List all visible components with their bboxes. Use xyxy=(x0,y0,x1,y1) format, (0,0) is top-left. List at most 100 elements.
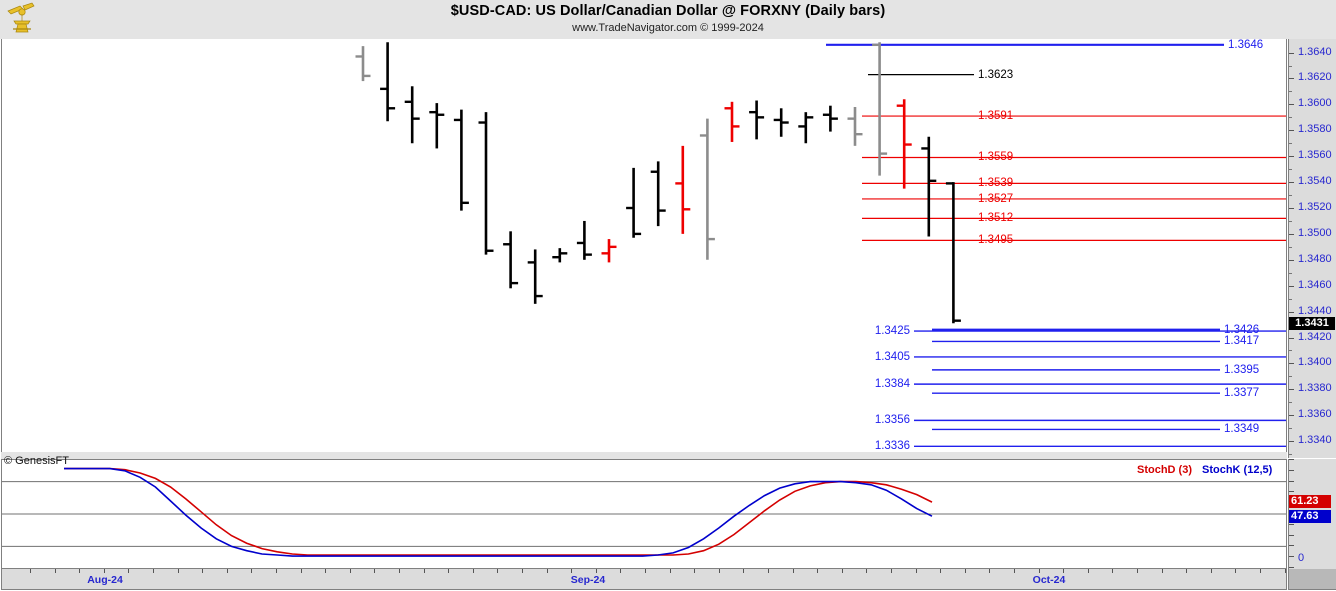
date-axis-tick xyxy=(596,569,597,573)
indicator-value-badge: 61.23 xyxy=(1289,494,1331,508)
stochastic-line xyxy=(64,467,933,556)
projection-level-label-left: 1.3384 xyxy=(874,378,910,391)
price-axis-tick xyxy=(1289,338,1294,339)
price-axis-minor-tick xyxy=(1289,350,1292,351)
ohlc-bar xyxy=(429,103,445,149)
stochastic-legend-item: StochD (3) xyxy=(1137,464,1192,476)
price-axis-tick-label: 1.3400 xyxy=(1298,356,1332,369)
ohlc-bar xyxy=(699,118,715,260)
chart-header: $USD-CAD: US Dollar/Canadian Dollar @ FO… xyxy=(0,0,1336,39)
price-axis-tick xyxy=(1289,78,1294,79)
date-axis-tick xyxy=(694,569,695,573)
price-axis-tick xyxy=(1289,363,1294,364)
date-axis-tick xyxy=(227,569,228,573)
date-axis-tick xyxy=(793,569,794,573)
price-axis-tick xyxy=(1289,208,1294,209)
date-axis-tick xyxy=(30,569,31,573)
price-axis-minor-tick xyxy=(1289,376,1292,377)
ohlc-bar xyxy=(404,86,420,144)
resistance-level-label: 1.3559 xyxy=(978,151,1014,164)
ohlc-bar xyxy=(650,161,666,227)
price-axis-tick xyxy=(1289,104,1294,105)
date-axis-tick xyxy=(178,569,179,573)
price-axis-tick-label: 1.3420 xyxy=(1298,330,1332,343)
date-axis-tick xyxy=(374,569,375,573)
resistance-level-label: 1.3527 xyxy=(978,192,1014,205)
ohlc-bar xyxy=(945,182,961,324)
resistance-level-label: 1.3591 xyxy=(978,110,1014,123)
ohlc-bar xyxy=(921,136,937,237)
date-axis-tick xyxy=(522,569,523,573)
ohlc-bar xyxy=(355,46,371,82)
indicator-axis[interactable]: 0 61.23 47.63 xyxy=(1288,459,1336,569)
projection-level-label-left: 1.3405 xyxy=(874,350,910,363)
date-axis-tick xyxy=(104,569,105,573)
date-axis-tick xyxy=(1088,569,1089,573)
stochastic-indicator-pane[interactable]: StochD (3) StochK (12,5) xyxy=(1,459,1287,569)
price-axis-tick-label: 1.3640 xyxy=(1298,45,1332,58)
projection-level-label-right: 1.3417 xyxy=(1224,335,1260,348)
price-axis[interactable]: 1.3640 1.3620 1.3600 1.3580 1.3560 1.3540 1.35… xyxy=(1288,39,1336,458)
date-axis-tick xyxy=(1211,569,1212,573)
ohlc-bar xyxy=(453,109,469,211)
price-axis-tick xyxy=(1289,156,1294,157)
date-axis-tick xyxy=(448,569,449,573)
date-axis-tick xyxy=(620,569,621,573)
date-axis-tick xyxy=(301,569,302,573)
date-axis-tick xyxy=(547,569,548,573)
date-axis-tick xyxy=(399,569,400,573)
price-axis-tick-label: 1.3360 xyxy=(1298,408,1332,421)
date-axis-tick xyxy=(251,569,252,573)
chart-title: $USD-CAD: US Dollar/Canadian Dollar @ FO… xyxy=(450,3,886,19)
price-axis-tick-label: 1.3560 xyxy=(1298,149,1332,162)
projection-level-label-right: 1.3395 xyxy=(1224,363,1260,376)
date-axis-label: Aug-24 xyxy=(87,574,123,586)
price-axis-tick-label: 1.3620 xyxy=(1298,71,1332,84)
projection-level-label-right: 1.3349 xyxy=(1224,423,1260,436)
date-axis[interactable]: Aug-24 Sep-24 Oct-24 xyxy=(1,569,1287,590)
price-axis-tick-label: 1.3440 xyxy=(1298,304,1332,317)
date-axis-tick xyxy=(497,569,498,573)
price-axis-tick xyxy=(1289,234,1294,235)
ohlc-bar xyxy=(798,112,814,144)
indicator-axis-tick xyxy=(1289,470,1294,471)
ohlc-bar xyxy=(749,100,765,140)
price-axis-tick xyxy=(1289,260,1294,261)
date-axis-tick xyxy=(1162,569,1163,573)
date-axis-tick xyxy=(916,569,917,573)
date-axis-tick xyxy=(55,569,56,573)
price-axis-minor-tick xyxy=(1289,402,1292,403)
indicator-zero-label: 0 xyxy=(1298,552,1305,564)
date-axis-tick xyxy=(202,569,203,573)
resistance-level-label: 1.3539 xyxy=(978,177,1014,190)
price-axis-tick-label: 1.3480 xyxy=(1298,252,1332,265)
price-axis-tick-label: 1.3500 xyxy=(1298,226,1332,239)
ohlc-bar xyxy=(847,106,863,146)
indicator-axis-tick xyxy=(1289,556,1294,557)
price-chart-pane[interactable]: 1.3623 1.3591 1.3559 1.3539 1.3527 1.3512 1.34… xyxy=(1,39,1287,458)
price-axis-minor-tick xyxy=(1289,428,1292,429)
date-axis-tick xyxy=(719,569,720,573)
price-axis-tick xyxy=(1289,441,1294,442)
date-axis-tick xyxy=(768,569,769,573)
price-chart-svg xyxy=(355,42,1286,447)
projection-level-label-right: 1.3377 xyxy=(1224,387,1260,400)
last-price-badge: 1.3431 xyxy=(1289,317,1335,331)
price-axis-tick xyxy=(1289,286,1294,287)
date-axis-tick xyxy=(350,569,351,573)
ohlc-bar xyxy=(380,42,396,122)
price-axis-minor-tick xyxy=(1289,143,1292,144)
ohlc-bar xyxy=(724,101,740,142)
date-axis-tick xyxy=(817,569,818,573)
stochastic-legend-item: StochK (12,5) xyxy=(1202,464,1273,476)
date-axis-tick xyxy=(1063,569,1064,573)
date-axis-tick xyxy=(965,569,966,573)
projection-level-label-right: 1.3426 xyxy=(1224,323,1260,336)
date-axis-label: Sep-24 xyxy=(570,574,606,586)
price-axis-tick-label: 1.3520 xyxy=(1298,201,1332,213)
date-axis-tick xyxy=(940,569,941,573)
price-axis-minor-tick xyxy=(1289,117,1292,118)
date-axis-tick xyxy=(1186,569,1187,573)
date-axis-tick xyxy=(891,569,892,573)
price-axis-tick xyxy=(1289,130,1294,131)
